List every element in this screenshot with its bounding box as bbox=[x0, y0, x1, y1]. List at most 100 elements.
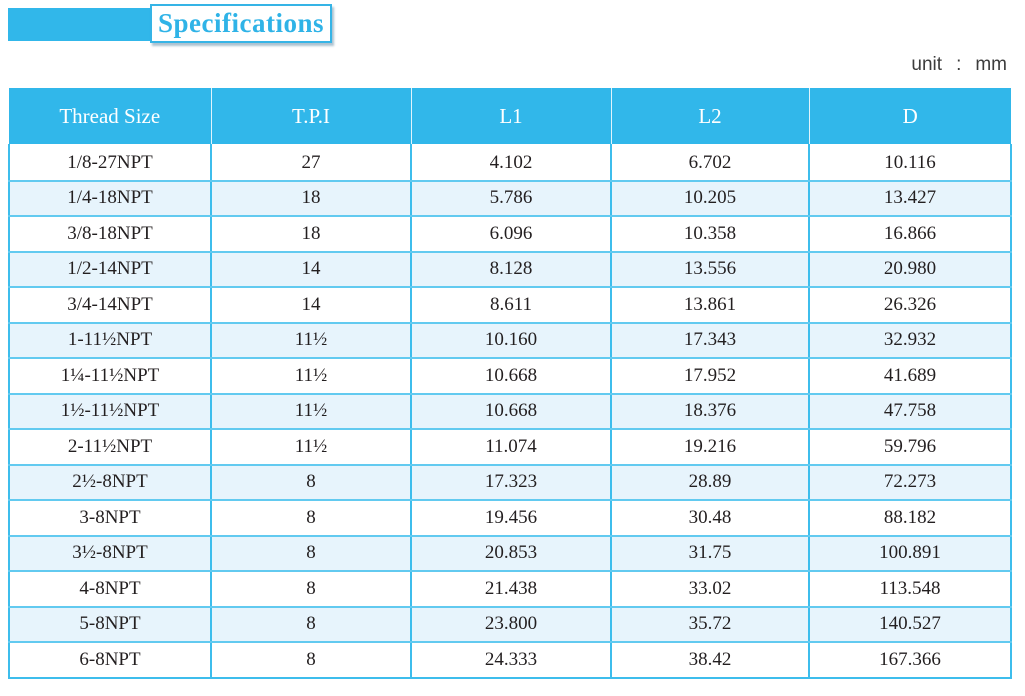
column-header-l1: L1 bbox=[411, 88, 612, 145]
value-cell: 18 bbox=[210, 179, 412, 217]
value-cell: 30.48 bbox=[610, 499, 810, 537]
table-row: 2½-8NPT 8 17.323 28.89 72.273 bbox=[8, 463, 1012, 501]
thread-size-cell: 5-8NPT bbox=[8, 605, 212, 643]
value-cell: 20.980 bbox=[808, 250, 1012, 288]
value-cell: 11½ bbox=[210, 392, 412, 430]
value-cell: 20.853 bbox=[410, 534, 612, 572]
thread-size-cell: 1/8-27NPT bbox=[8, 144, 212, 182]
table-row: 1/2-14NPT 14 8.128 13.556 20.980 bbox=[8, 250, 1012, 288]
value-cell: 8 bbox=[210, 605, 412, 643]
value-cell: 18.376 bbox=[610, 392, 810, 430]
thread-size-cell: 3-8NPT bbox=[8, 499, 212, 537]
value-cell: 19.456 bbox=[410, 499, 612, 537]
value-cell: 11½ bbox=[210, 321, 412, 359]
thread-size-cell: 1/2-14NPT bbox=[8, 250, 212, 288]
table-row: 3/4-14NPT 14 8.611 13.861 26.326 bbox=[8, 286, 1012, 324]
column-header-l2: L2 bbox=[611, 88, 810, 145]
value-cell: 35.72 bbox=[610, 605, 810, 643]
column-header-d: D bbox=[809, 88, 1011, 145]
thread-size-cell: 2½-8NPT bbox=[8, 463, 212, 501]
value-cell: 26.326 bbox=[808, 286, 1012, 324]
value-cell: 10.160 bbox=[410, 321, 612, 359]
page-title-label: Specifications bbox=[158, 8, 324, 38]
table-row: 3/8-18NPT 18 6.096 10.358 16.866 bbox=[8, 215, 1012, 253]
table-row: 1½-11½NPT 11½ 10.668 18.376 47.758 bbox=[8, 392, 1012, 430]
page-title: Specifications bbox=[150, 4, 332, 43]
value-cell: 167.366 bbox=[808, 641, 1012, 679]
value-cell: 8 bbox=[210, 499, 412, 537]
value-cell: 31.75 bbox=[610, 534, 810, 572]
value-cell: 8 bbox=[210, 570, 412, 608]
table-header-row: Thread Size T.P.I L1 L2 D bbox=[9, 88, 1011, 145]
table-row: 1/8-27NPT 27 4.102 6.702 10.116 bbox=[8, 144, 1012, 182]
table-row: 5-8NPT 8 23.800 35.72 140.527 bbox=[8, 605, 1012, 643]
value-cell: 17.952 bbox=[610, 357, 810, 395]
table-row: 1/4-18NPT 18 5.786 10.205 13.427 bbox=[8, 179, 1012, 217]
value-cell: 27 bbox=[210, 144, 412, 182]
value-cell: 10.116 bbox=[808, 144, 1012, 182]
value-cell: 38.42 bbox=[610, 641, 810, 679]
value-cell: 8 bbox=[210, 463, 412, 501]
unit-note: unit : mm bbox=[911, 50, 1007, 80]
value-cell: 23.800 bbox=[410, 605, 612, 643]
unit-separator: : bbox=[956, 54, 962, 75]
unit-value: mm bbox=[975, 54, 1007, 75]
table-row: 2-11½NPT 11½ 11.074 19.216 59.796 bbox=[8, 428, 1012, 466]
value-cell: 13.427 bbox=[808, 179, 1012, 217]
value-cell: 14 bbox=[210, 250, 412, 288]
table-row: 1-11½NPT 11½ 10.160 17.343 32.932 bbox=[8, 321, 1012, 359]
table-body: 1/8-27NPT 27 4.102 6.702 10.116 1/4-18NPT 18 5.… bbox=[8, 144, 1012, 679]
value-cell: 10.205 bbox=[610, 179, 810, 217]
value-cell: 24.333 bbox=[410, 641, 612, 679]
value-cell: 8.128 bbox=[410, 250, 612, 288]
value-cell: 21.438 bbox=[410, 570, 612, 608]
thread-size-cell: 1-11½NPT bbox=[8, 321, 212, 359]
unit-label: unit bbox=[911, 54, 943, 75]
value-cell: 6.096 bbox=[410, 215, 612, 253]
title-accent-bar bbox=[8, 8, 152, 41]
table-row: 3½-8NPT 8 20.853 31.75 100.891 bbox=[8, 534, 1012, 572]
thread-size-cell: 1/4-18NPT bbox=[8, 179, 212, 217]
value-cell: 33.02 bbox=[610, 570, 810, 608]
value-cell: 41.689 bbox=[808, 357, 1012, 395]
value-cell: 16.866 bbox=[808, 215, 1012, 253]
value-cell: 14 bbox=[210, 286, 412, 324]
thread-size-cell: 4-8NPT bbox=[8, 570, 212, 608]
value-cell: 10.668 bbox=[410, 392, 612, 430]
table-row: 3-8NPT 8 19.456 30.48 88.182 bbox=[8, 499, 1012, 537]
value-cell: 100.891 bbox=[808, 534, 1012, 572]
value-cell: 8.611 bbox=[410, 286, 612, 324]
column-header-t-p-i: T.P.I bbox=[211, 88, 412, 145]
value-cell: 17.323 bbox=[410, 463, 612, 501]
thread-size-cell: 3/8-18NPT bbox=[8, 215, 212, 253]
value-cell: 11½ bbox=[210, 428, 412, 466]
thread-size-cell: 3½-8NPT bbox=[8, 534, 212, 572]
value-cell: 18 bbox=[210, 215, 412, 253]
value-cell: 8 bbox=[210, 641, 412, 679]
column-header-thread-size: Thread Size bbox=[9, 88, 212, 145]
value-cell: 11.074 bbox=[410, 428, 612, 466]
title-area: Specifications bbox=[0, 0, 1025, 48]
value-cell: 17.343 bbox=[610, 321, 810, 359]
thread-size-cell: 3/4-14NPT bbox=[8, 286, 212, 324]
specifications-table: Thread Size T.P.I L1 L2 D 1/8-27NPT 27 4.102 6.… bbox=[8, 88, 1012, 679]
thread-size-cell: 6-8NPT bbox=[8, 641, 212, 679]
value-cell: 6.702 bbox=[610, 144, 810, 182]
thread-size-cell: 1½-11½NPT bbox=[8, 392, 212, 430]
value-cell: 5.786 bbox=[410, 179, 612, 217]
value-cell: 13.861 bbox=[610, 286, 810, 324]
table-row: 6-8NPT 8 24.333 38.42 167.366 bbox=[8, 641, 1012, 679]
value-cell: 59.796 bbox=[808, 428, 1012, 466]
value-cell: 10.668 bbox=[410, 357, 612, 395]
value-cell: 10.358 bbox=[610, 215, 810, 253]
value-cell: 113.548 bbox=[808, 570, 1012, 608]
value-cell: 8 bbox=[210, 534, 412, 572]
table-row: 1¼-11½NPT 11½ 10.668 17.952 41.689 bbox=[8, 357, 1012, 395]
value-cell: 88.182 bbox=[808, 499, 1012, 537]
value-cell: 32.932 bbox=[808, 321, 1012, 359]
value-cell: 11½ bbox=[210, 357, 412, 395]
value-cell: 19.216 bbox=[610, 428, 810, 466]
thread-size-cell: 1¼-11½NPT bbox=[8, 357, 212, 395]
value-cell: 72.273 bbox=[808, 463, 1012, 501]
value-cell: 13.556 bbox=[610, 250, 810, 288]
